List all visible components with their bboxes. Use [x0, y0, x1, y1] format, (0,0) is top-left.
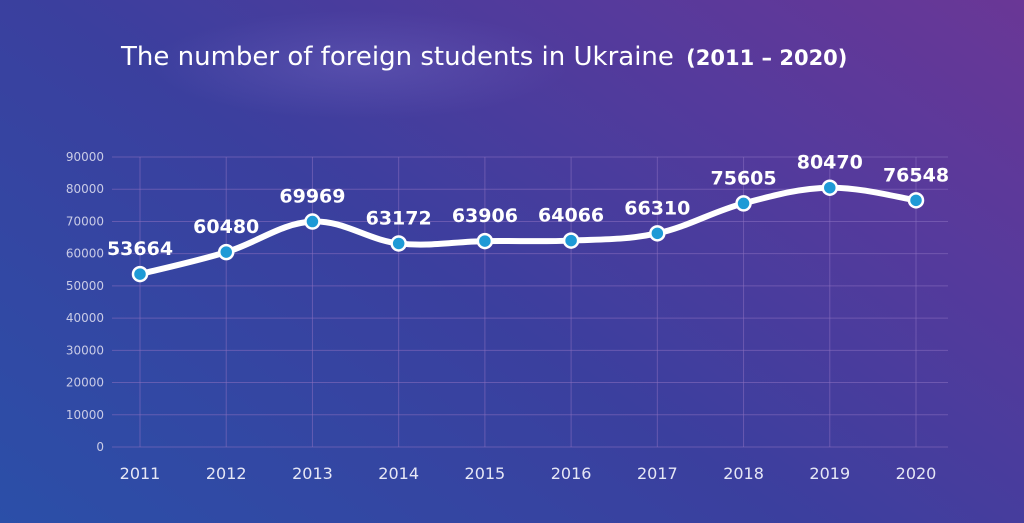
grid: [112, 156, 948, 448]
data-point: [476, 232, 494, 250]
data-label: 66310: [624, 197, 690, 219]
data-label: 63172: [366, 207, 432, 229]
chart-title: The number of foreign students in Ukrain…: [121, 42, 847, 72]
y-tick-label: 10000: [66, 408, 104, 422]
y-tick-label: 90000: [66, 150, 104, 164]
series-line: [137, 184, 919, 278]
data-point: [131, 265, 149, 283]
y-tick-label: 0: [96, 440, 104, 454]
x-tick-label: 2020: [896, 464, 937, 483]
x-tick-label: 2018: [723, 464, 764, 483]
data-point: [390, 235, 407, 252]
x-axis: 2011 2012 2013 2014 2015 2016 2017 2018 2019 2020: [120, 464, 937, 483]
data-point: [217, 243, 235, 261]
x-tick-label: 2012: [206, 464, 247, 483]
data-label: 69969: [279, 186, 345, 208]
data-point: [649, 225, 666, 242]
chart-title-main: The number of foreign students in Ukrain…: [121, 42, 674, 72]
y-tick-label: 60000: [66, 247, 104, 261]
data-point: [821, 179, 839, 196]
data-labels: 53664 60480 69969 63172 63906 64066 66310 75605…: [107, 152, 949, 260]
x-tick-label: 2019: [809, 464, 850, 483]
data-point: [562, 232, 580, 249]
data-label: 75605: [711, 167, 777, 189]
y-tick-label: 70000: [66, 214, 104, 228]
x-tick-label: 2017: [637, 464, 678, 483]
data-label: 60480: [193, 216, 259, 238]
y-axis: 0 10000 20000 30000 40000 50000 60000 70000 8000…: [66, 150, 104, 454]
series-students: [131, 179, 925, 283]
y-tick-label: 80000: [66, 182, 104, 196]
y-tick-label: 50000: [66, 279, 104, 293]
data-point: [735, 195, 752, 212]
chart-title-range: (2011 – 2020): [686, 46, 848, 70]
x-tick-label: 2011: [120, 464, 161, 483]
y-tick-label: 40000: [66, 311, 104, 325]
x-tick-label: 2015: [465, 464, 506, 483]
data-label: 53664: [107, 238, 173, 260]
y-tick-label: 30000: [66, 343, 104, 357]
y-tick-label: 20000: [66, 376, 104, 390]
data-label: 76548: [883, 164, 949, 186]
x-tick-label: 2016: [551, 464, 592, 483]
x-tick-label: 2013: [292, 464, 333, 483]
data-label: 64066: [538, 205, 604, 227]
data-label: 80470: [797, 152, 863, 174]
data-point: [304, 213, 321, 230]
x-tick-label: 2014: [378, 464, 419, 483]
data-label: 63906: [452, 205, 518, 227]
data-point: [907, 192, 925, 209]
